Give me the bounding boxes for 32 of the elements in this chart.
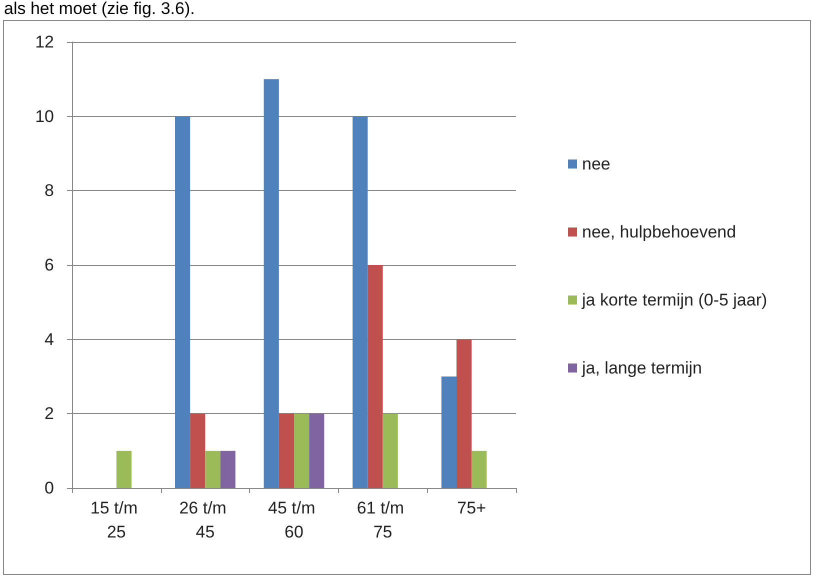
bar: [382, 414, 398, 488]
legend-label: ja korte termijn (0-5 jaar): [581, 290, 768, 310]
x-tick-label: 75+: [457, 498, 486, 518]
y-tick-label: 6: [44, 256, 54, 274]
bar: [456, 339, 472, 488]
legend-label: ja, lange termijn: [581, 358, 702, 378]
bar: [472, 450, 487, 488]
text: als het moet (zie fig. 3.6).: [4, 0, 195, 18]
x-tick-label: 26 t/m 45: [179, 498, 232, 542]
bar: [278, 414, 294, 488]
y-tick-label: 10: [35, 106, 54, 126]
bar: [116, 450, 132, 488]
y-tick-label: 12: [35, 32, 54, 52]
bar: [352, 116, 368, 488]
bar: [205, 450, 220, 488]
bar: [441, 376, 457, 488]
bar: [309, 414, 324, 488]
y-tick-label: 2: [44, 404, 54, 424]
x-tick-label: 45 t/m 60: [268, 498, 320, 542]
y-tick-label: 8: [44, 181, 54, 200]
bar: [368, 265, 383, 488]
bar: [220, 450, 236, 488]
x-tick-label: 15 t/m 25: [90, 498, 142, 542]
y-tick-label: 0: [44, 478, 54, 498]
legend-label: nee: [582, 154, 610, 174]
bar: [190, 414, 206, 488]
bar: [294, 414, 310, 488]
x-tick-label: 61 t/m 75: [356, 498, 409, 542]
bar: [264, 79, 279, 488]
legend-label: nee, hulpbehoevend: [582, 222, 736, 242]
bar: [175, 116, 190, 488]
y-tick-label: 4: [44, 330, 54, 349]
